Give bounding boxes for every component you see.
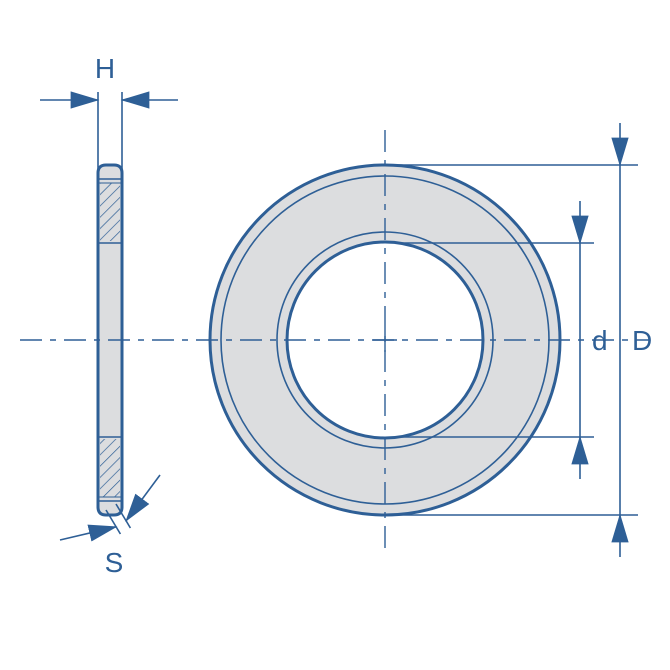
dimension-d-label: d (592, 325, 608, 356)
dimension-H (40, 92, 178, 169)
dimension-D-label: D (632, 325, 652, 356)
dimension-S-label: S (105, 547, 124, 578)
washer-dimension-diagram: H D d S (0, 0, 670, 670)
dimension-H-label: H (95, 53, 115, 84)
